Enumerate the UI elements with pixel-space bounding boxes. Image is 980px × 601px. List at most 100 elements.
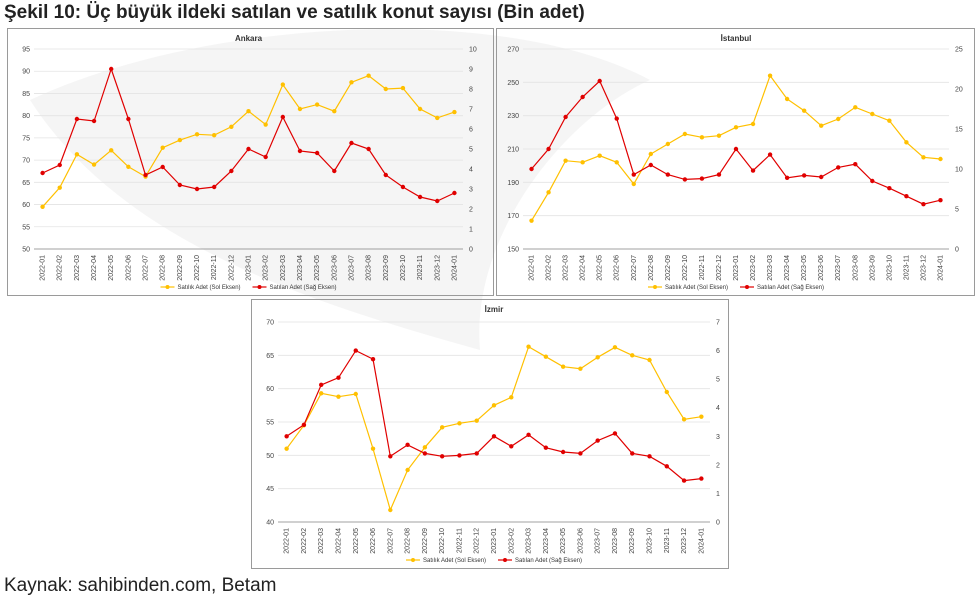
x-tick-label: 2022-04 bbox=[580, 255, 587, 281]
legend-marker bbox=[411, 558, 415, 562]
data-point bbox=[560, 364, 566, 369]
x-tick-label: 2023-09 bbox=[383, 255, 390, 281]
data-point bbox=[319, 391, 324, 396]
x-tick-label: 2022-02 bbox=[301, 528, 308, 554]
data-point bbox=[109, 148, 114, 153]
y-right-tick-label: 7 bbox=[469, 107, 473, 114]
data-point bbox=[853, 105, 858, 110]
x-tick-label: 2023-05 bbox=[801, 255, 808, 281]
data-point bbox=[366, 146, 371, 152]
data-point bbox=[284, 446, 289, 451]
data-point bbox=[74, 116, 80, 122]
data-point bbox=[439, 425, 445, 430]
y-right-tick-label: 10 bbox=[955, 167, 963, 174]
data-point bbox=[422, 445, 428, 450]
data-point bbox=[563, 114, 568, 120]
x-tick-label: 2024-01 bbox=[451, 255, 458, 281]
data-point bbox=[836, 165, 841, 170]
data-point bbox=[353, 348, 358, 353]
y-right-tick-label: 4 bbox=[716, 405, 720, 412]
data-point bbox=[529, 166, 534, 172]
data-point bbox=[614, 116, 619, 121]
chart-title: İzmir bbox=[485, 305, 504, 314]
x-tick-label: 2022-11 bbox=[456, 528, 463, 553]
x-tick-label: 2022-08 bbox=[648, 255, 655, 281]
y-right-tick-label: 1 bbox=[469, 227, 473, 234]
x-tick-label: 2023-10 bbox=[886, 255, 893, 281]
data-point bbox=[647, 454, 652, 459]
y-left-tick-label: 80 bbox=[22, 113, 30, 120]
y-left-tick-label: 75 bbox=[22, 135, 30, 142]
y-left-tick-label: 170 bbox=[507, 213, 519, 220]
y-right-tick-label: 9 bbox=[469, 67, 473, 74]
y-right-tick-label: 5 bbox=[955, 207, 959, 214]
data-point bbox=[870, 111, 875, 117]
x-tick-label: 2023-07 bbox=[348, 255, 355, 281]
data-point bbox=[767, 152, 773, 157]
y-right-tick-label: 10 bbox=[469, 47, 477, 54]
data-point bbox=[57, 162, 62, 168]
data-point bbox=[580, 94, 585, 100]
y-left-tick-label: 60 bbox=[22, 202, 30, 209]
x-tick-label: 2023-03 bbox=[526, 528, 533, 554]
data-point bbox=[578, 366, 583, 371]
data-point bbox=[938, 156, 943, 162]
data-point bbox=[280, 82, 286, 87]
data-point bbox=[681, 478, 687, 483]
data-point bbox=[801, 108, 807, 113]
data-point bbox=[664, 389, 669, 395]
data-point bbox=[819, 174, 824, 180]
data-point bbox=[904, 194, 909, 199]
data-point bbox=[546, 146, 551, 152]
x-tick-label: 2022-06 bbox=[370, 528, 377, 554]
x-tick-label: 2023-02 bbox=[750, 255, 757, 281]
x-tick-label: 2022-06 bbox=[614, 255, 621, 281]
y-left-tick-label: 50 bbox=[22, 247, 30, 254]
x-tick-label: 2022-11 bbox=[211, 255, 218, 280]
x-tick-label: 2023-11 bbox=[417, 255, 424, 280]
x-tick-label: 2022-12 bbox=[716, 255, 723, 281]
y-left-tick-label: 210 bbox=[507, 147, 519, 154]
data-point bbox=[801, 173, 807, 178]
data-point bbox=[332, 109, 337, 114]
data-point bbox=[665, 172, 671, 177]
x-tick-label: 2023-04 bbox=[784, 255, 791, 281]
x-tick-label: 2023-08 bbox=[366, 255, 373, 281]
data-point bbox=[405, 442, 410, 448]
data-point bbox=[543, 445, 549, 450]
y-right-tick-label: 4 bbox=[469, 167, 473, 174]
data-point bbox=[614, 160, 619, 165]
x-tick-label: 2023-09 bbox=[869, 255, 876, 281]
data-point bbox=[682, 177, 688, 182]
data-point bbox=[474, 451, 479, 456]
data-point bbox=[853, 162, 858, 167]
y-left-tick-label: 65 bbox=[266, 353, 274, 360]
y-right-tick-label: 15 bbox=[955, 127, 963, 134]
data-point bbox=[370, 446, 376, 451]
data-point bbox=[336, 375, 341, 380]
data-point bbox=[263, 154, 268, 160]
data-point bbox=[319, 382, 324, 388]
data-point bbox=[314, 150, 320, 156]
data-point bbox=[716, 133, 722, 138]
data-point bbox=[417, 106, 423, 112]
x-tick-label: 2022-09 bbox=[177, 255, 184, 281]
data-point bbox=[400, 184, 406, 190]
y-left-tick-label: 250 bbox=[507, 80, 519, 87]
x-tick-label: 2023-04 bbox=[543, 528, 550, 554]
y-right-tick-label: 3 bbox=[716, 434, 720, 441]
legend-marker bbox=[257, 285, 262, 289]
data-point bbox=[664, 464, 669, 469]
x-tick-label: 2022-08 bbox=[160, 255, 167, 281]
data-point bbox=[126, 116, 131, 122]
data-point bbox=[699, 476, 704, 481]
x-tick-label: 2022-10 bbox=[439, 528, 446, 554]
data-point bbox=[647, 357, 652, 363]
x-tick-label: 2023-11 bbox=[903, 255, 910, 280]
chart-title: İstanbul bbox=[721, 34, 752, 43]
y-left-tick-label: 55 bbox=[266, 420, 274, 427]
x-tick-label: 2023-11 bbox=[664, 528, 671, 553]
data-point bbox=[177, 137, 183, 143]
data-point bbox=[631, 181, 636, 187]
